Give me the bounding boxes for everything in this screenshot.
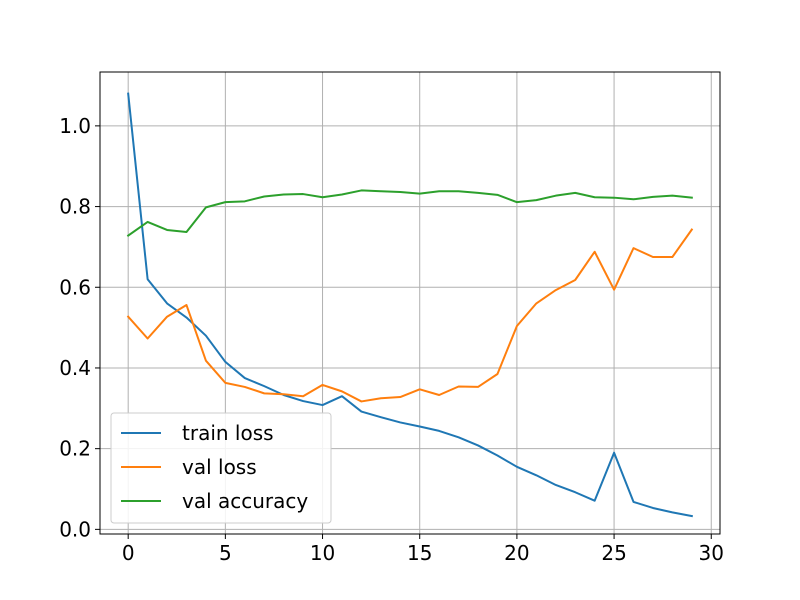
x-tick-label: 25 [601, 541, 626, 565]
axis-ticks: 0 5 10 15 20 25 30 0.0 0.2 0.4 0.6 0.8 1.0 [59, 114, 724, 565]
legend-label-val-loss: val loss [182, 455, 257, 479]
x-tick-label: 15 [407, 541, 432, 565]
legend-label-val-accuracy: val accuracy [182, 489, 308, 513]
x-tick-label: 10 [310, 541, 335, 565]
series-line-val-loss [126, 228, 694, 403]
x-tick-label: 20 [504, 541, 529, 565]
legend-box [110, 412, 332, 524]
x-tick-label: 0 [122, 541, 135, 565]
legend: train loss val loss val accuracy [110, 412, 332, 524]
legend-label-train-loss: train loss [182, 421, 274, 445]
y-tick-label: 0.8 [59, 195, 91, 219]
series-line-val-accuracy [126, 189, 693, 238]
y-tick-label: 0.2 [59, 437, 91, 461]
series-lines [126, 92, 694, 518]
plot-frame [99, 71, 721, 535]
series-line-train-loss [127, 92, 693, 518]
y-tick-label: 0.4 [59, 356, 91, 380]
y-tick-label: 0.6 [59, 275, 91, 299]
y-tick-label: 0.0 [59, 517, 91, 541]
x-tick-label: 5 [219, 541, 232, 565]
x-tick-label: 30 [699, 541, 724, 565]
y-tick-label: 1.0 [59, 114, 91, 138]
